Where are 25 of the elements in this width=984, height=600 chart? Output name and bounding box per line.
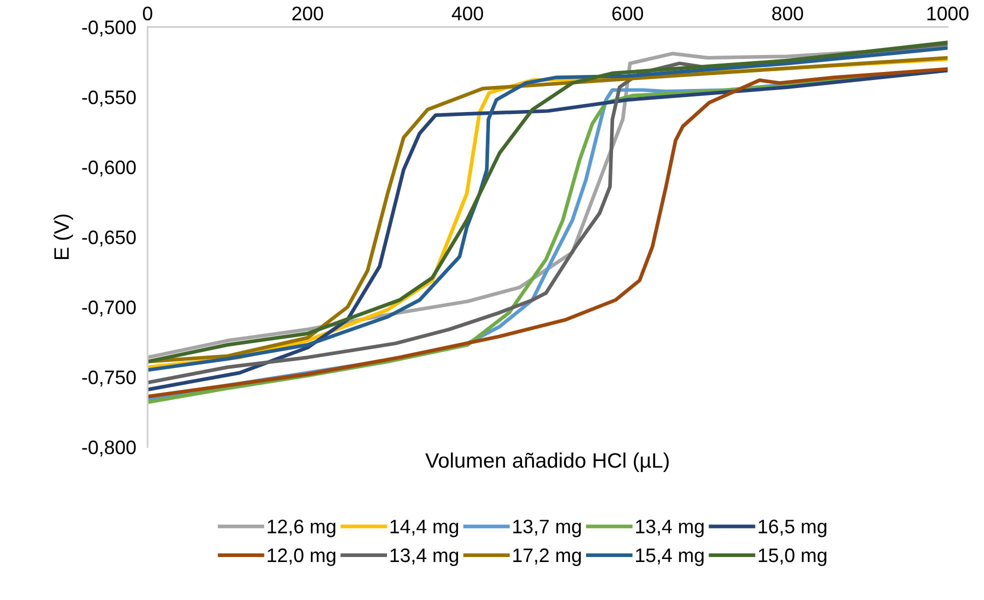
- x-tick-label: 1000: [927, 6, 968, 20]
- x-axis-title: Volumen añadido HCl (µL): [425, 452, 669, 472]
- legend-label: 12,6 mg: [268, 520, 336, 538]
- legend-label: 13,4 mg: [636, 520, 704, 538]
- legend-label: 12,0 mg: [268, 548, 336, 566]
- y-tick-label: -0,700: [82, 300, 136, 317]
- y-tick-label: -0,600: [82, 160, 136, 177]
- x-tick-label: 600: [612, 6, 644, 20]
- y-tick-label: -0,750: [82, 370, 136, 387]
- legend-label: 14,4 mg: [390, 520, 458, 538]
- y-tick-label: -0,800: [82, 440, 136, 457]
- x-tick-label: 400: [452, 6, 484, 20]
- legend-label: 17,2 mg: [513, 548, 581, 566]
- x-tick-label: 0: [142, 6, 152, 20]
- legend-label: 15,0 mg: [758, 548, 826, 566]
- legend-label: 13,7 mg: [513, 520, 581, 538]
- y-tick-label: -0,650: [82, 230, 136, 247]
- y-axis-title: E (V): [54, 214, 74, 260]
- legend-label: 13,4 mg: [390, 548, 458, 566]
- y-tick-label: -0,550: [82, 90, 136, 107]
- legend-label: 16,5 mg: [758, 520, 826, 538]
- x-tick-label: 800: [772, 6, 804, 20]
- y-tick-label: -0,500: [82, 20, 136, 37]
- x-tick-label: 200: [292, 6, 324, 20]
- legend-label: 15,4 mg: [636, 548, 704, 566]
